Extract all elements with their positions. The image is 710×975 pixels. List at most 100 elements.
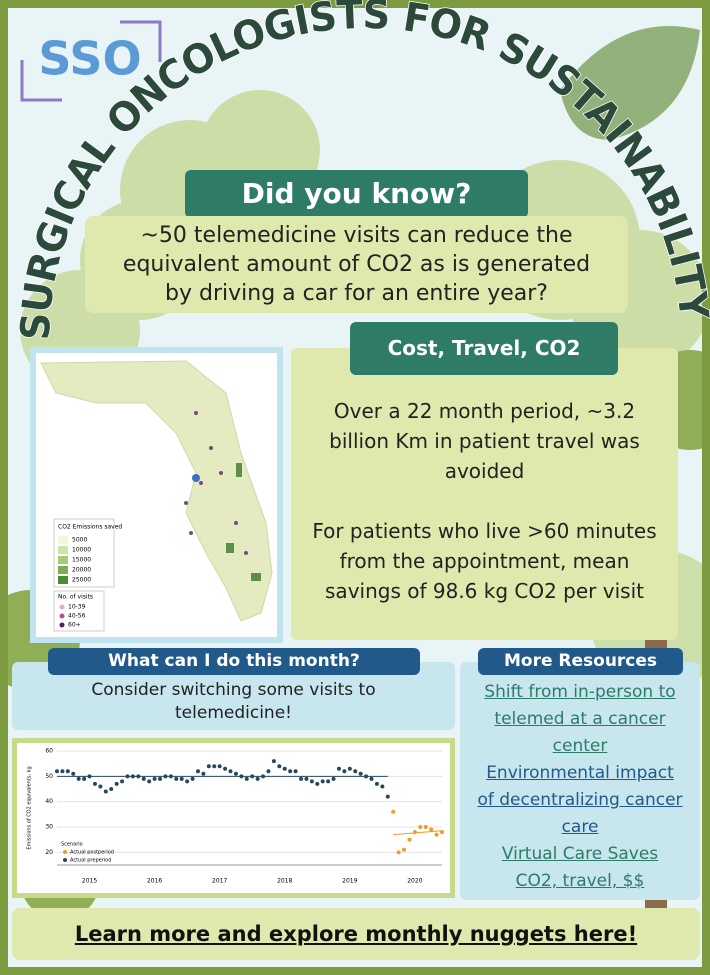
legend-title: CO2 Emissions saved xyxy=(58,524,122,531)
point xyxy=(342,769,347,774)
point xyxy=(82,776,87,781)
point xyxy=(434,832,439,837)
logo: SSO xyxy=(38,32,141,86)
y-tick-label: 20 xyxy=(45,849,53,856)
point xyxy=(402,847,407,852)
text-line: savings of 98.6 kg CO2 per visit xyxy=(325,579,644,603)
legend-swatch xyxy=(58,566,68,574)
point xyxy=(168,774,173,779)
point xyxy=(391,809,396,814)
point xyxy=(277,764,282,769)
point xyxy=(65,769,70,774)
point xyxy=(76,776,81,781)
trend-line xyxy=(393,830,443,836)
x-year-label: 2019 xyxy=(342,878,357,885)
point xyxy=(244,776,249,781)
link-line: telemed at a cancer xyxy=(494,709,666,729)
legend-dot xyxy=(63,850,67,854)
point xyxy=(380,784,385,789)
point xyxy=(223,766,228,771)
y-tick-label: 50 xyxy=(45,773,53,780)
x-year-label: 2016 xyxy=(147,878,162,885)
point xyxy=(158,776,163,781)
legend-label: 10000 xyxy=(72,547,91,554)
legend-swatch xyxy=(58,546,68,554)
text-line: avoided xyxy=(444,459,525,483)
y-axis-label: Emissions of CO2 equivalents, kg xyxy=(27,766,33,849)
resource-link[interactable]: Virtual Care Saves CO2, travel, $$ xyxy=(460,841,700,895)
point xyxy=(233,771,238,776)
point xyxy=(309,779,314,784)
point xyxy=(179,776,184,781)
trend-chart: 20 30 40 50 60 Emissions of CO2 equivalents, … xyxy=(27,748,444,885)
legend-dot xyxy=(59,613,65,619)
point xyxy=(87,774,92,779)
fact-box: ~50 telemedicine visits can reduce the e… xyxy=(85,216,628,313)
point xyxy=(347,766,352,771)
point xyxy=(261,774,266,779)
point xyxy=(299,776,304,781)
resource-link[interactable]: Shift from in-person to telemed at a canc… xyxy=(460,679,700,760)
point xyxy=(315,781,320,786)
point xyxy=(358,771,363,776)
point xyxy=(147,779,152,784)
legend-label: Actual postperiod xyxy=(70,850,114,856)
point xyxy=(136,774,141,779)
point xyxy=(282,766,287,771)
legend-label: 5000 xyxy=(72,537,87,544)
point xyxy=(185,779,190,784)
point xyxy=(114,781,119,786)
point xyxy=(353,769,358,774)
link-line: center xyxy=(552,736,608,756)
point xyxy=(304,776,309,781)
point xyxy=(109,787,114,791)
link-line: Virtual Care Saves xyxy=(501,844,659,864)
link-line: of decentralizing cancer xyxy=(477,790,683,810)
point xyxy=(364,774,369,779)
legend-swatch xyxy=(58,556,68,564)
point xyxy=(212,764,217,769)
point xyxy=(55,769,59,774)
point xyxy=(120,779,125,784)
tip-line: telemedicine! xyxy=(175,703,292,723)
fact-line: ~50 telemedicine visits can reduce the xyxy=(140,223,573,248)
point xyxy=(239,774,244,779)
map-panel: CO2 Emissions saved 5000 10000 15000 20000 25… xyxy=(30,347,283,643)
point xyxy=(271,759,276,764)
point xyxy=(440,830,444,835)
point xyxy=(103,789,108,794)
map: CO2 Emissions saved 5000 10000 15000 20000 25… xyxy=(40,360,273,632)
point xyxy=(201,771,206,776)
point xyxy=(190,776,195,781)
x-year-label: 2015 xyxy=(82,878,97,885)
text-line: For patients who live >60 minutes xyxy=(312,519,657,543)
y-tick-label: 60 xyxy=(45,748,53,755)
point xyxy=(60,769,65,774)
fact-line: equivalent amount of CO2 as is generated xyxy=(122,252,591,277)
resource-link[interactable]: Environmental impact of decentralizing ca… xyxy=(460,760,700,841)
footer-link[interactable]: Learn more and explore monthly nuggets h… xyxy=(12,908,700,960)
point xyxy=(412,830,417,835)
point xyxy=(250,774,255,779)
point xyxy=(206,764,211,769)
point xyxy=(163,774,168,779)
x-year-label: 2017 xyxy=(212,878,227,885)
legend-dot xyxy=(63,858,67,862)
point xyxy=(92,781,97,786)
legend-dot xyxy=(59,622,65,628)
point xyxy=(293,769,298,774)
point xyxy=(320,779,325,784)
legend-label: 60+ xyxy=(68,622,81,629)
point xyxy=(336,766,341,771)
point xyxy=(396,850,401,855)
point xyxy=(130,774,135,779)
heading: What can I do this month? xyxy=(48,648,420,675)
point xyxy=(331,776,336,781)
y-tick-label: 30 xyxy=(45,824,53,831)
point xyxy=(429,827,434,832)
point xyxy=(385,794,390,799)
point xyxy=(125,774,130,779)
tip-line: Consider switching some visits to xyxy=(91,680,376,700)
legend-label: 20000 xyxy=(72,567,91,574)
